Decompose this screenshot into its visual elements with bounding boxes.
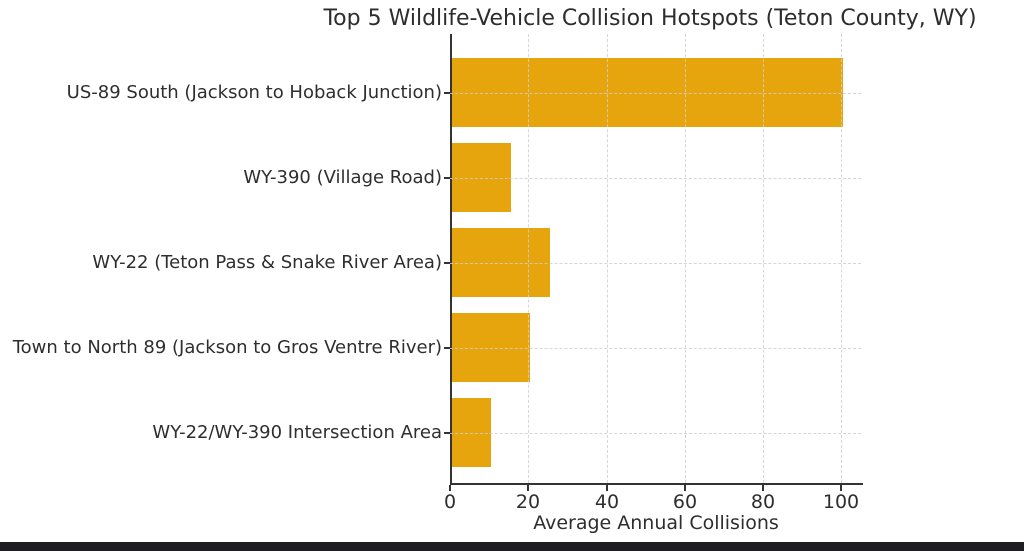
x-tick-label-100: 100	[822, 491, 860, 513]
x-tick-label-40: 40	[594, 491, 620, 513]
x-tick-mark-20	[527, 485, 529, 491]
y-tick-mark-1	[444, 177, 450, 179]
gridline-x-100	[841, 34, 842, 483]
y-tick-mark-4	[444, 432, 450, 434]
y-tick-mark-2	[444, 262, 450, 264]
gridline-x-20	[528, 34, 529, 483]
bar-0	[452, 58, 843, 127]
x-tick-label-20: 20	[515, 491, 541, 513]
y-tick-label-3: Town to North 89 (Jackson to Gros Ventre…	[12, 337, 442, 358]
y-tick-label-2: WY-22 (Teton Pass & Snake River Area)	[92, 252, 442, 273]
x-tick-mark-60	[684, 485, 686, 491]
plot-area	[450, 34, 863, 485]
gridline-y-2	[450, 263, 861, 264]
x-tick-mark-80	[762, 485, 764, 491]
y-tick-label-1: WY-390 (Village Road)	[243, 167, 442, 188]
gridline-y-0	[450, 93, 861, 94]
y-tick-mark-0	[444, 92, 450, 94]
x-tick-label-60: 60	[672, 491, 698, 513]
gridline-y-4	[450, 433, 861, 434]
gridline-y-3	[450, 348, 861, 349]
y-tick-mark-3	[444, 347, 450, 349]
y-tick-label-0: US-89 South (Jackson to Hoback Junction)	[66, 82, 442, 103]
gridline-y-1	[450, 178, 861, 179]
x-tick-label-80: 80	[750, 491, 776, 513]
bottom-window-edge	[0, 542, 1024, 551]
gridline-x-60	[685, 34, 686, 483]
gridline-x-40	[607, 34, 608, 483]
x-axis-label: Average Annual Collisions	[533, 512, 779, 534]
bar-2	[452, 228, 550, 297]
x-tick-mark-0	[449, 485, 451, 491]
gridline-x-80	[763, 34, 764, 483]
x-tick-mark-100	[840, 485, 842, 491]
bar-3	[452, 313, 530, 382]
x-tick-label-0: 0	[443, 491, 457, 513]
bar-4	[452, 398, 491, 467]
bar-1	[452, 143, 511, 212]
y-tick-label-4: WY-22/WY-390 Intersection Area	[152, 422, 442, 443]
chart-title: Top 5 Wildlife-Vehicle Collision Hotspot…	[323, 6, 977, 31]
x-tick-mark-40	[606, 485, 608, 491]
